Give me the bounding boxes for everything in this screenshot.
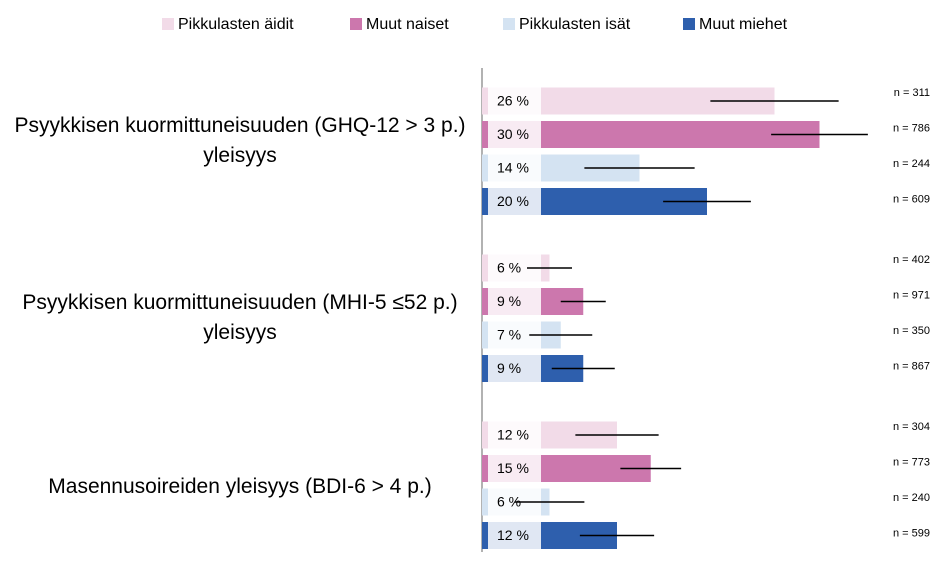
n-label: n = 350 [893,325,930,337]
n-label: n = 971 [893,289,930,301]
legend-label: Pikkulasten äidit [178,16,294,33]
legend-label: Pikkulasten isät [519,16,631,33]
value-label: 14 % [497,160,529,176]
legend-swatch [683,18,695,30]
label-box [488,421,541,449]
legend-swatch [350,18,362,30]
value-label: 9 % [497,360,521,376]
n-label: n = 311 [894,87,930,99]
category-label: Psyykkisen kuormittuneisuuden (GHQ-12 > … [14,114,466,167]
value-label: 26 % [497,93,529,109]
category-label: Psyykkisen kuormittuneisuuden (MHI-5 ≤52… [22,291,458,344]
value-label: 20 % [497,193,529,209]
label-box [488,355,541,382]
value-label: 12 % [497,427,529,443]
label-box [488,288,541,315]
legend-swatch [162,18,174,30]
n-label: n = 304 [893,421,930,433]
n-label: n = 402 [893,254,930,266]
value-label: 6 % [497,494,521,510]
value-label: 7 % [497,327,521,343]
n-label: n = 773 [893,456,930,468]
value-label: 12 % [497,527,529,543]
n-label: n = 786 [893,122,930,134]
label-box [488,522,541,549]
value-label: 30 % [497,126,529,142]
label-box [488,121,541,148]
label-box [488,455,541,482]
legend-label: Muut miehet [699,16,788,33]
n-label: n = 609 [893,193,930,205]
n-label: n = 240 [893,492,930,504]
n-label: n = 867 [893,360,930,372]
value-label: 15 % [497,460,529,476]
legend-label: Muut naiset [366,16,449,33]
legend-swatch [503,18,515,30]
label-box [488,154,541,182]
n-label: n = 244 [893,158,930,170]
label-box [488,188,541,215]
n-label: n = 599 [893,527,930,539]
value-label: 6 % [497,260,521,276]
value-label: 9 % [497,293,521,309]
category-label: Masennusoireiden yleisyys (BDI-6 > 4 p.) [48,475,432,498]
label-box [488,87,541,115]
